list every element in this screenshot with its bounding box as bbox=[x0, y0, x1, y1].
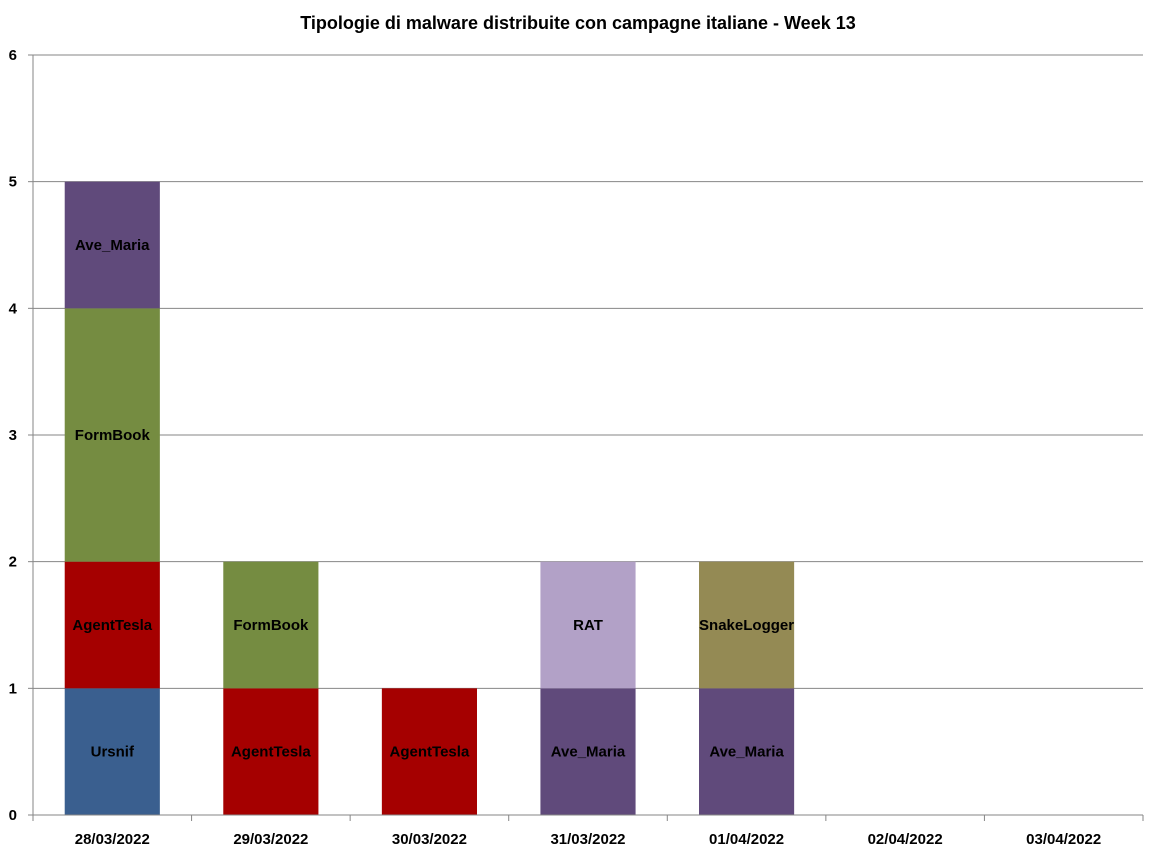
segment-label: Ursnif bbox=[91, 744, 135, 761]
segment-label: AgentTesla bbox=[231, 744, 311, 761]
y-tick-label: 1 bbox=[9, 680, 17, 697]
bar-segment-ave-maria bbox=[540, 688, 636, 815]
tick-labels: 0 1 2 3 4 5 6 28/03/2022 29/03/2022 30/03/2022 31/… bbox=[9, 47, 1102, 848]
segment-label: SnakeLogger bbox=[699, 617, 794, 634]
x-tick-label: 01/04/2022 bbox=[709, 831, 784, 848]
bar-segment-snakelogger bbox=[699, 561, 795, 689]
bar-segment-ave-maria bbox=[699, 688, 795, 815]
y-tick-label: 0 bbox=[9, 807, 17, 824]
y-tick-label: 6 bbox=[9, 47, 17, 64]
segment-label: Ave_Maria bbox=[709, 744, 784, 761]
y-tick-label: 2 bbox=[9, 554, 17, 571]
x-tick-label: 31/03/2022 bbox=[550, 831, 625, 848]
bar-segment-rat bbox=[540, 561, 636, 689]
chart-title: Tipologie di malware distribuite con cam… bbox=[300, 13, 856, 33]
bar-segment-agenttesla bbox=[223, 688, 319, 815]
segment-label: Ave_Maria bbox=[551, 744, 626, 761]
x-tick-label: 03/04/2022 bbox=[1026, 831, 1101, 848]
segment-label: FormBook bbox=[233, 617, 309, 634]
bar-segment-agenttesla bbox=[64, 561, 160, 689]
bars: Ursnif AgentTesla FormBook Ave_Maria AgentTe… bbox=[64, 181, 795, 815]
segment-label: RAT bbox=[573, 617, 603, 634]
x-tick-label: 29/03/2022 bbox=[233, 831, 308, 848]
y-tick-label: 4 bbox=[9, 300, 18, 317]
y-tick-label: 3 bbox=[9, 427, 17, 444]
bar-segment-formbook bbox=[64, 308, 160, 562]
y-tick-label: 5 bbox=[9, 174, 17, 191]
segment-label: AgentTesla bbox=[72, 617, 152, 634]
bar-segment-agenttesla bbox=[381, 688, 477, 815]
bar-segment-ursnif bbox=[64, 688, 160, 815]
axes bbox=[28, 54, 1144, 821]
bar-segment-ave-maria bbox=[64, 181, 160, 309]
segment-label: FormBook bbox=[75, 427, 151, 444]
segment-label: Ave_Maria bbox=[75, 237, 150, 254]
gridlines bbox=[33, 54, 1143, 689]
bar-segment-formbook bbox=[223, 561, 319, 689]
x-tick-label: 28/03/2022 bbox=[75, 831, 150, 848]
x-tick-label: 30/03/2022 bbox=[392, 831, 467, 848]
segment-label: AgentTesla bbox=[390, 744, 470, 761]
x-tick-label: 02/04/2022 bbox=[868, 831, 943, 848]
